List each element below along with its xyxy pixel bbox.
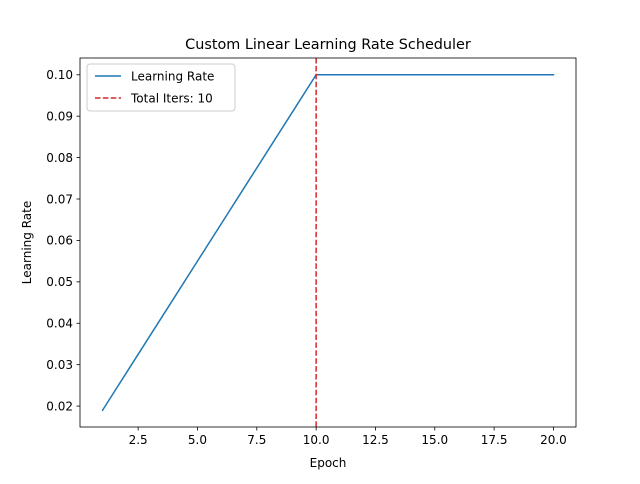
axes-frame: [79, 57, 577, 428]
legend-box: [86, 63, 236, 112]
x-tick-label: 7.5: [247, 433, 266, 447]
y-tick-label: 0.07: [46, 192, 73, 206]
x-tick-label: 15.0: [421, 433, 448, 447]
y-axis: 0.02 0.03 0.04 0.05 0.06 0.07 0.08 0.09 0.10: [46, 68, 80, 413]
x-tick-label: 10.0: [303, 433, 330, 447]
x-tick-label: 2.5: [129, 433, 148, 447]
legend-label-learning-rate: Learning Rate: [131, 70, 214, 84]
y-tick-label: 0.03: [46, 358, 73, 372]
y-tick-label: 0.06: [46, 234, 73, 248]
y-tick-label: 0.08: [46, 151, 73, 165]
y-tick-label: 0.10: [46, 68, 73, 82]
plot-area: [101, 58, 555, 427]
y-tick-label: 0.02: [46, 399, 73, 413]
x-tick-label: 12.5: [362, 433, 389, 447]
y-tick-label: 0.04: [46, 317, 73, 331]
y-axis-label: Learning Rate: [20, 201, 34, 284]
legend: Learning Rate Total Iters: 10: [86, 63, 236, 112]
x-axis: 2.5 5.0 7.5 10.0 12.5 15.0 17.5 20.0: [129, 427, 567, 447]
x-tick-label: 17.5: [481, 433, 508, 447]
y-tick-label: 0.05: [46, 275, 73, 289]
x-axis-label: Epoch: [310, 456, 347, 470]
y-tick-label: 0.09: [46, 109, 73, 123]
chart-title: Custom Linear Learning Rate Scheduler: [185, 37, 471, 53]
legend-label-total-iters: Total Iters: 10: [130, 92, 213, 106]
x-tick-label: 5.0: [188, 433, 207, 447]
x-tick-label: 20.0: [540, 433, 567, 447]
series-line-learning-rate: [101, 74, 555, 412]
